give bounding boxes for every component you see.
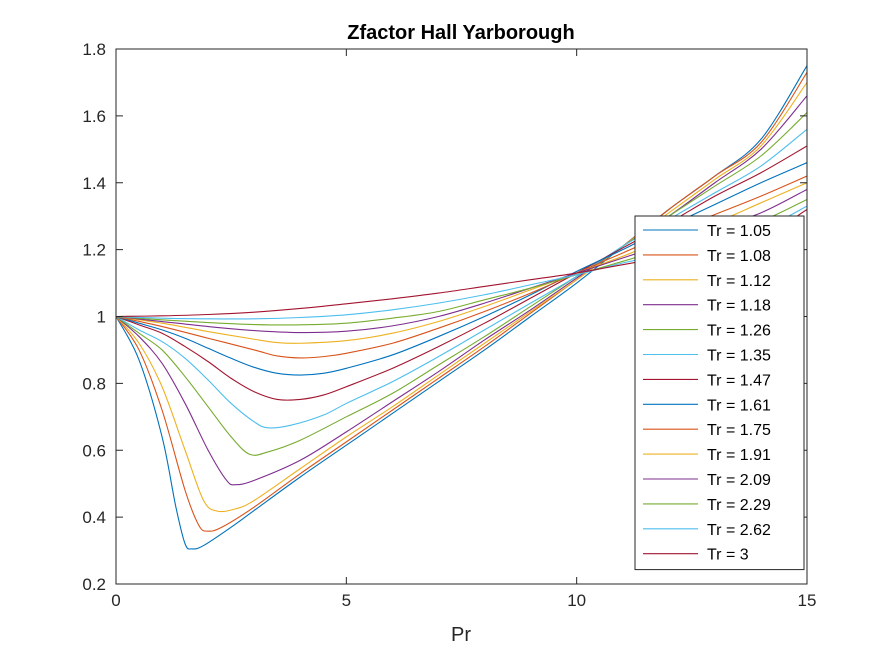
legend-entry-label: Tr = 1.26	[707, 323, 771, 340]
y-tick-label: 1.2	[82, 241, 106, 260]
legend-entry-label: Tr = 1.18	[707, 298, 771, 315]
legend-entry-label: Tr = 2.62	[707, 522, 771, 539]
y-tick-label: 1.6	[82, 107, 106, 126]
legend-entry-label: Tr = 3	[707, 547, 749, 564]
x-tick-label: 0	[111, 591, 120, 610]
y-tick-label: 0.6	[82, 441, 106, 460]
series-line-3	[116, 82, 807, 513]
y-tick-label: 1.8	[82, 40, 106, 59]
y-tick-label: 1.4	[82, 174, 106, 193]
x-tick-label: 10	[567, 591, 586, 610]
legend-entry-label: Tr = 1.05	[707, 223, 771, 240]
y-tick-label: 0.4	[82, 508, 106, 527]
legend-entry-label: Tr = 2.09	[707, 472, 771, 489]
y-tick-label: 0.8	[82, 374, 106, 393]
legend-entry-label: Tr = 1.35	[707, 348, 771, 365]
x-axis-label: Pr	[451, 624, 471, 646]
legend-entry-label: Tr = 1.61	[707, 397, 771, 414]
legend-entry-label: Tr = 1.75	[707, 422, 771, 439]
y-tick-label: 1	[97, 308, 106, 327]
legend-entry-label: Tr = 1.91	[707, 447, 771, 464]
x-tick-label: 5	[342, 591, 351, 610]
legend-entry-label: Tr = 1.12	[707, 273, 771, 290]
chart-title: Zfactor Hall Yarborough	[347, 22, 574, 44]
y-tick-label: 0.2	[82, 575, 106, 594]
x-tick-label: 15	[798, 591, 817, 610]
legend: Tr = 1.05 Tr = 1.08 Tr = 1.12 Tr = 1.18 Tr =…	[634, 215, 805, 571]
legend-entry-label: Tr = 2.29	[707, 497, 771, 514]
series-line-2	[116, 72, 807, 532]
legend-entry-label: Tr = 1.08	[707, 248, 771, 265]
legend-entry-label: Tr = 1.47	[707, 372, 771, 389]
legend-box	[634, 215, 805, 571]
